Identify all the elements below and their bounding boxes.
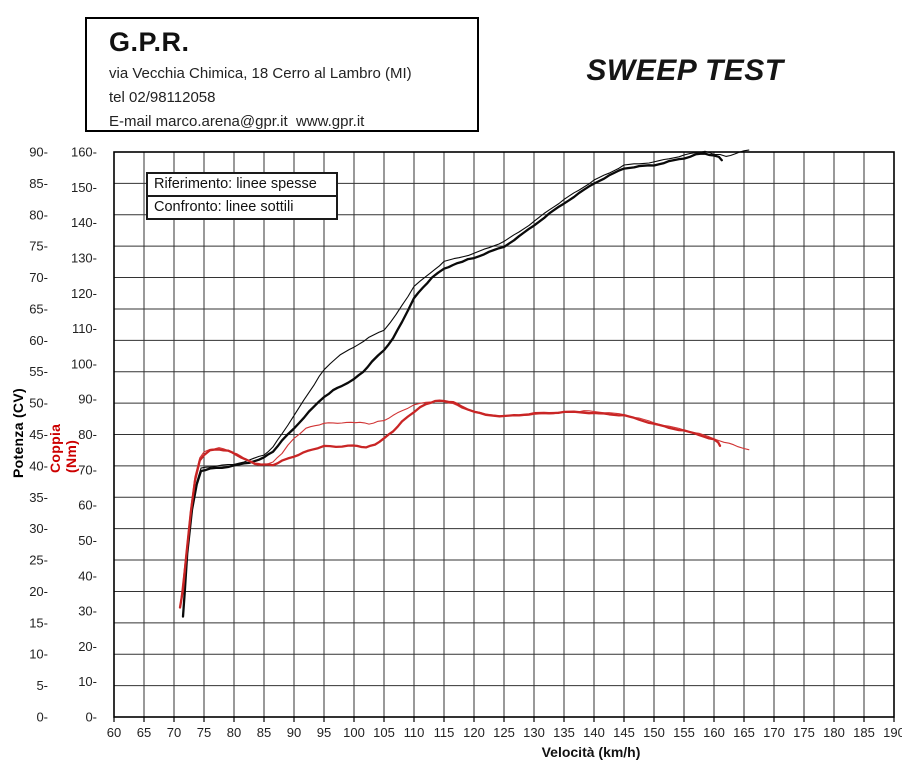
y-left-tick-label: 5- xyxy=(36,678,48,693)
header-box: G.P.R. via Vecchia Chimica, 18 Cerro al … xyxy=(85,17,479,132)
y-left-tick-label: 10- xyxy=(29,647,48,662)
y-left-tick-label: 50- xyxy=(29,396,48,411)
x-tick-label: 145 xyxy=(613,725,635,740)
curve-potenza-confronto xyxy=(182,149,750,618)
y-right-tick-label: 40- xyxy=(78,568,97,583)
y-right-tick-label: 120- xyxy=(71,286,97,301)
y-left-tick-label: 25- xyxy=(29,553,48,568)
x-tick-label: 130 xyxy=(523,725,545,740)
x-tick-label: 65 xyxy=(137,725,151,740)
x-tick-label: 100 xyxy=(343,725,365,740)
y-right-tick-label: 150- xyxy=(71,180,97,195)
x-tick-label: 95 xyxy=(317,725,331,740)
y-right-tick-label: 20- xyxy=(78,639,97,654)
y-left-tick-label: 90- xyxy=(29,145,48,160)
y-left-tick-label: 35- xyxy=(29,490,48,505)
x-tick-label: 115 xyxy=(434,725,455,740)
y-right-tick-label: 10- xyxy=(78,674,97,689)
y-left-tick-label: 15- xyxy=(29,615,48,630)
curve-potenza-riferimento xyxy=(181,152,723,618)
x-tick-label: 70 xyxy=(167,725,181,740)
company-email: E-mail marco.arena@gpr.it www.gpr.it xyxy=(109,113,365,130)
y-left-tick-label: 40- xyxy=(29,458,48,473)
y-left-tick-label: 20- xyxy=(29,584,48,599)
curve-coppia-riferimento xyxy=(178,399,722,609)
y-right-tick-label: 90- xyxy=(78,392,97,407)
y-axis-label-coppia: Coppia (Nm) xyxy=(47,423,79,473)
company-name: G.P.R. xyxy=(109,27,190,57)
y-left-tick-label: 55- xyxy=(29,364,48,379)
y-right-tick-label: 80- xyxy=(78,427,97,442)
x-tick-label: 190 xyxy=(883,725,902,740)
curve-coppia-confronto xyxy=(179,400,750,609)
x-tick-label: 75 xyxy=(197,725,211,740)
x-tick-label: 160 xyxy=(703,725,725,740)
y-right-tick-label: 130- xyxy=(71,250,97,265)
y-right-tick-label: 140- xyxy=(71,215,97,230)
x-tick-label: 135 xyxy=(553,725,575,740)
y-left-tick-label: 85- xyxy=(29,176,48,191)
x-tick-label: 60 xyxy=(107,725,121,740)
y-left-tick-label: 80- xyxy=(29,207,48,222)
y-left-tick-label: 65- xyxy=(29,301,48,316)
y-right-tick-label: 70- xyxy=(78,462,97,477)
y-right-tick-label: 160- xyxy=(71,145,97,160)
y-right-tick-label: 100- xyxy=(71,356,97,371)
x-tick-label: 185 xyxy=(853,725,875,740)
x-tick-label: 180 xyxy=(823,725,845,740)
x-tick-label: 105 xyxy=(373,725,395,740)
y-left-tick-label: 75- xyxy=(29,239,48,254)
y-right-tick-label: 110- xyxy=(72,321,97,336)
x-tick-label: 140 xyxy=(583,725,605,740)
legend-reference: Riferimento: linee spesse xyxy=(148,174,336,197)
y-left-tick-label: 70- xyxy=(29,270,48,285)
x-tick-label: 155 xyxy=(673,725,695,740)
y-right-tick-label: 60- xyxy=(78,498,97,513)
x-tick-label: 170 xyxy=(763,725,785,740)
x-axis-label: Velocità (km/h) xyxy=(542,744,641,760)
y-left-tick-label: 30- xyxy=(29,521,48,536)
legend-comparison: Confronto: linee sottili xyxy=(148,197,336,218)
x-tick-label: 120 xyxy=(463,725,485,740)
company-address: via Vecchia Chimica, 18 Cerro al Lambro … xyxy=(109,65,412,82)
y-right-tick-label: 30- xyxy=(78,604,97,619)
x-tick-label: 85 xyxy=(257,725,271,740)
y-left-tick-label: 0- xyxy=(36,710,48,725)
x-tick-label: 90 xyxy=(287,725,301,740)
x-tick-label: 125 xyxy=(493,725,515,740)
legend-box: Riferimento: linee spesse Confronto: lin… xyxy=(146,172,338,220)
x-tick-label: 165 xyxy=(733,725,755,740)
y-right-tick-label: 50- xyxy=(78,533,97,548)
x-tick-label: 80 xyxy=(227,725,241,740)
y-left-tick-label: 60- xyxy=(29,333,48,348)
page-title: SWEEP TEST xyxy=(586,54,784,87)
x-tick-label: 175 xyxy=(793,725,815,740)
y-axis-label-potenza: Potenza (CV) xyxy=(10,388,26,478)
x-tick-label: 110 xyxy=(404,725,425,740)
y-left-tick-label: 45- xyxy=(29,427,48,442)
company-phone: tel 02/98112058 xyxy=(109,89,216,106)
x-tick-label: 150 xyxy=(643,725,665,740)
y-right-tick-label: 0- xyxy=(85,710,97,725)
